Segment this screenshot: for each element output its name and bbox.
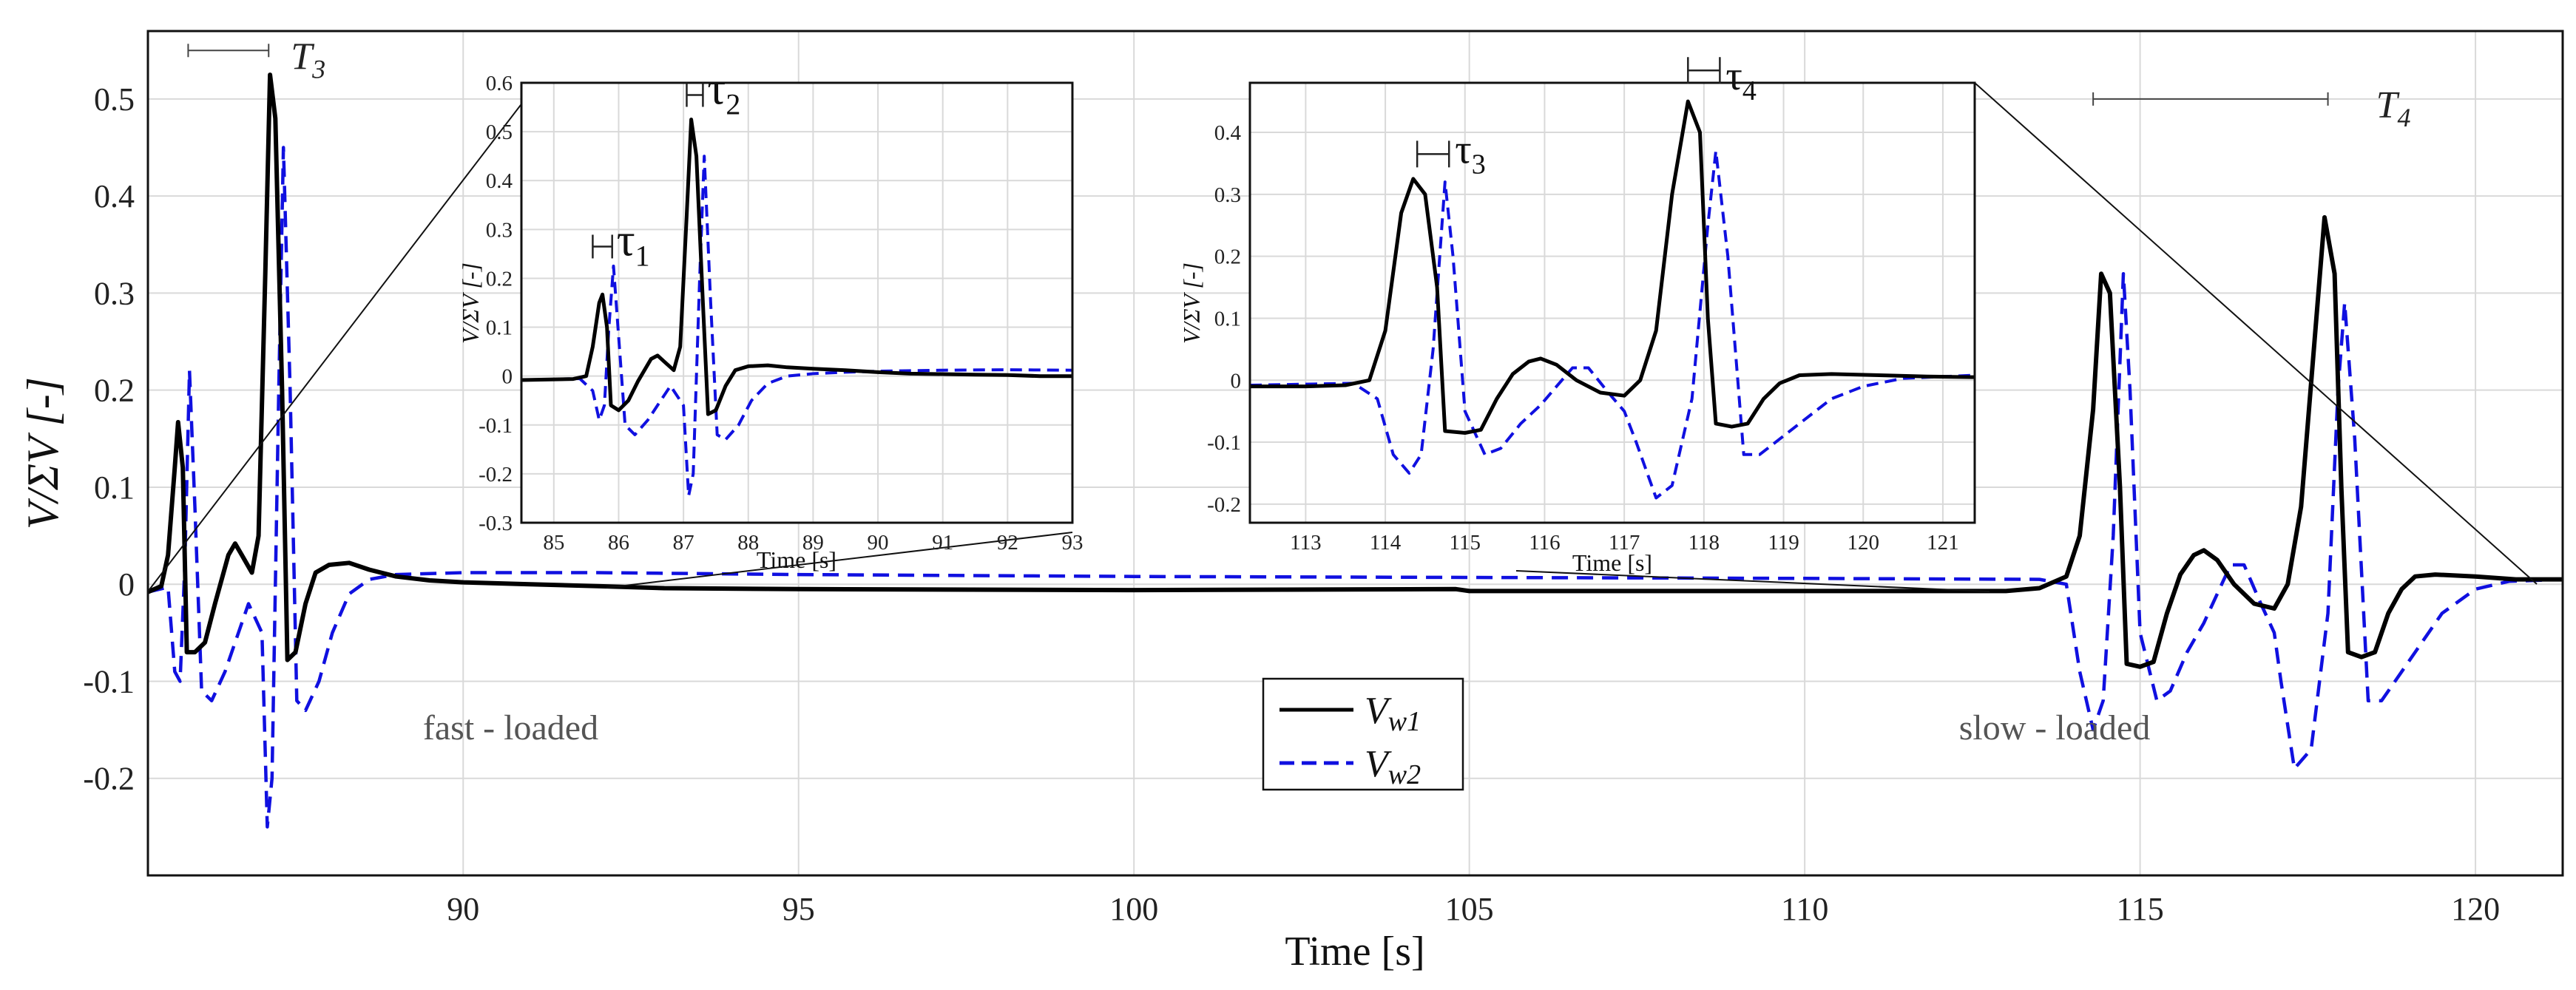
x-tick-label: 115 — [1450, 531, 1481, 555]
inset-slow-ticks: 113 114 115 116 117 118 119 120 121 0.4 0.3 0.2 0.1 0… — [1207, 121, 1959, 555]
y-tick-label: 0.5 — [94, 81, 135, 118]
inset-fast-y-label: V/ΣV [-] — [457, 262, 484, 344]
y-tick-label: 0.5 — [486, 121, 513, 144]
y-tick-label: 0.2 — [94, 373, 135, 409]
x-tick-label: 100 — [1109, 891, 1158, 927]
x-tick-label: 114 — [1370, 531, 1402, 555]
x-tick-label: 115 — [2116, 891, 2163, 927]
tau1-marker: τ1 — [592, 215, 650, 272]
x-tick-label: 86 — [608, 531, 629, 555]
legend-label-vw1: Vw1 — [1365, 690, 1421, 737]
inset-fast-grid — [521, 83, 1072, 523]
x-tick-label: 91 — [932, 531, 953, 555]
inset-slow-axes: 113 114 115 116 117 118 119 120 121 0.4 0.3 0.2 0.1 0… — [1178, 53, 1976, 576]
inset-fast-axes: 85 86 87 88 89 90 91 92 93 0.6 0.5 0.4 0.3 0.2 0.1 0 -0.… — [457, 64, 1084, 573]
x-tick-label: 119 — [1768, 531, 1799, 555]
y-tick-label: 0 — [502, 365, 513, 389]
y-tick-label: 0.3 — [94, 275, 135, 311]
t3-label: T3 — [291, 35, 325, 84]
y-tick-label: 0.3 — [1214, 183, 1241, 207]
legend: Vw1 Vw2 — [1262, 677, 1464, 791]
series-line-vw1 — [148, 72, 2563, 669]
tau3-marker: τ3 — [1416, 126, 1486, 180]
series-line-vw1 — [521, 118, 1072, 416]
legend-label-vw2: Vw2 — [1365, 743, 1421, 790]
main-lines — [148, 72, 2563, 829]
x-tick-label: 118 — [1688, 531, 1720, 555]
y-tick-label: -0.2 — [83, 761, 135, 797]
y-tick-label: 0.1 — [94, 469, 135, 506]
y-tick-label: 0 — [1231, 369, 1242, 393]
x-tick-label: 113 — [1290, 531, 1321, 555]
y-tick-label: 0.4 — [486, 169, 513, 193]
x-tick-label: 88 — [737, 531, 759, 555]
y-tick-label: -0.1 — [83, 663, 135, 699]
tau3-label: τ3 — [1455, 126, 1486, 180]
x-tick-label: 87 — [673, 531, 694, 555]
x-tick-label: 90 — [868, 531, 889, 555]
y-tick-label: 0.2 — [486, 267, 513, 291]
y-tick-label: 0.1 — [1214, 307, 1241, 330]
x-tick-label: 121 — [1927, 531, 1959, 555]
inset-slow-x-label: Time [s] — [1572, 549, 1652, 576]
main-y-label: V/ΣV [-] — [18, 377, 67, 529]
series-line-vw2 — [521, 155, 1072, 498]
inset-slow-lines — [1250, 99, 1975, 500]
t4-label: T4 — [2376, 84, 2411, 132]
main-ticks: 90 95 100 105 110 115 120 0.5 0.4 0.3 0.2 0.1 0 -0.1 -… — [83, 81, 2500, 927]
inset-slow-y-label: V/ΣV [-] — [1178, 262, 1205, 344]
main-x-label: Time [s] — [1285, 929, 1424, 974]
y-tick-label: 0.4 — [94, 178, 135, 214]
series-line-vw1 — [1250, 99, 1975, 435]
x-tick-label: 85 — [543, 531, 564, 555]
zoom-connectors — [147, 82, 2538, 592]
annotation-slow-loaded: slow - loaded — [1959, 708, 2151, 747]
tau1-label: τ1 — [617, 215, 650, 272]
inset-fast-x-label: Time [s] — [757, 546, 836, 573]
tau4-marker: τ4 — [1687, 53, 1757, 106]
t4-marker: T4 — [2092, 84, 2411, 132]
tau2-marker: τ2 — [686, 64, 740, 121]
x-tick-label: 120 — [1847, 531, 1879, 555]
tau4-label: τ4 — [1725, 53, 1757, 106]
y-tick-label: -0.2 — [1207, 493, 1241, 517]
x-tick-label: 92 — [997, 531, 1018, 555]
y-tick-label: -0.1 — [479, 414, 513, 438]
inset-fast-lines — [521, 118, 1072, 498]
y-tick-label: 0.1 — [486, 316, 513, 340]
x-tick-label: 95 — [782, 891, 815, 927]
inset-fast-ticks: 85 86 87 88 89 90 91 92 93 0.6 0.5 0.4 0.3 0.2 0.1 0 -0.… — [479, 72, 1083, 555]
y-tick-label: 0.6 — [486, 72, 513, 95]
x-tick-label: 117 — [1609, 531, 1640, 555]
y-tick-label: 0 — [118, 566, 135, 603]
y-tick-label: -0.3 — [479, 512, 513, 535]
x-tick-label: 110 — [1781, 891, 1828, 927]
x-tick-label: 105 — [1445, 891, 1494, 927]
y-tick-label: -0.2 — [479, 463, 513, 486]
annotation-fast-loaded: fast - loaded — [423, 708, 598, 747]
y-tick-label: 0.2 — [1214, 245, 1241, 269]
x-tick-label: 93 — [1062, 531, 1084, 555]
t3-marker: T3 — [187, 35, 325, 84]
y-tick-label: -0.1 — [1207, 431, 1241, 455]
series-line-vw2 — [1250, 149, 1975, 500]
y-tick-label: 0.4 — [1214, 121, 1242, 145]
x-tick-label: 89 — [802, 531, 824, 555]
y-tick-label: 0.3 — [486, 218, 513, 242]
x-tick-label: 120 — [2451, 891, 2500, 927]
x-tick-label: 116 — [1529, 531, 1560, 555]
x-tick-label: 90 — [447, 891, 479, 927]
tau2-label: τ2 — [707, 64, 740, 121]
